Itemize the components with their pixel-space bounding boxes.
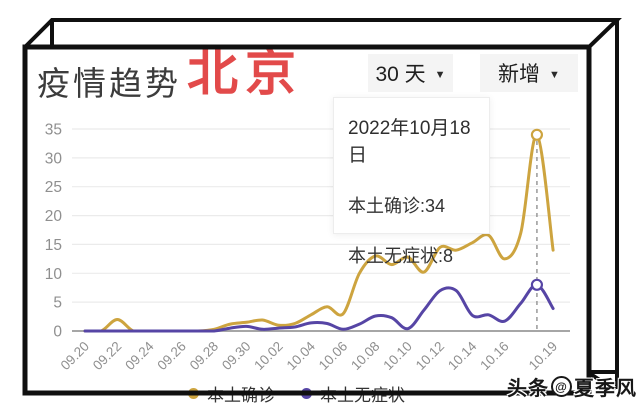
region-label: 北京 — [187, 44, 304, 101]
svg-text:25: 25 — [45, 179, 62, 196]
svg-text:09.26: 09.26 — [154, 339, 189, 374]
svg-text:20: 20 — [45, 208, 63, 225]
svg-text:10.10: 10.10 — [380, 339, 415, 374]
svg-text:30: 30 — [45, 150, 63, 167]
svg-text:10.02: 10.02 — [251, 339, 286, 374]
chart-tooltip: 2022年10月18日 本土确诊:34 本土无症状:8 — [333, 97, 490, 266]
svg-text:09.22: 09.22 — [90, 339, 125, 374]
time-range-value: 30 天 — [375, 63, 426, 86]
svg-text:15: 15 — [45, 237, 62, 254]
watermark: 头条 @ 夏季风 — [507, 376, 637, 400]
tooltip-confirmed: 本土确诊:34 — [348, 196, 446, 216]
chart-legend: 本土确诊 本土无症状 — [188, 381, 405, 406]
svg-text:10.12: 10.12 — [413, 339, 448, 374]
svg-text:5: 5 — [53, 295, 62, 312]
legend-item-confirmed[interactable]: 本土确诊 — [188, 381, 275, 406]
svg-text:0: 0 — [53, 324, 62, 341]
metric-value: 新增 — [498, 63, 541, 86]
svg-text:10.14: 10.14 — [445, 338, 480, 373]
page-title: 疫情趋势 — [37, 65, 181, 102]
svg-text:10.19: 10.19 — [526, 339, 561, 374]
chevron-down-icon: ▼ — [549, 68, 560, 81]
svg-text:10.16: 10.16 — [477, 339, 512, 374]
svg-text:10: 10 — [45, 266, 63, 283]
svg-text:10.04: 10.04 — [284, 338, 319, 373]
time-range-dropdown[interactable]: 30 天 ▼ — [368, 54, 453, 92]
tooltip-asymptomatic: 本土无症状:8 — [348, 246, 454, 266]
legend-item-asymptomatic[interactable]: 本土无症状 — [301, 381, 405, 406]
chevron-down-icon: ▼ — [434, 68, 446, 81]
svg-text:10.06: 10.06 — [316, 339, 351, 374]
svg-text:09.24: 09.24 — [122, 338, 157, 373]
svg-text:35: 35 — [45, 122, 62, 139]
svg-text:09.20: 09.20 — [58, 339, 93, 374]
asymptomatic-dot-icon — [301, 388, 312, 399]
metric-dropdown[interactable]: 新增 ▼ — [480, 54, 578, 92]
tooltip-date: 2022年10月18日 — [348, 118, 471, 166]
svg-text:09.30: 09.30 — [219, 339, 254, 374]
confirmed-dot-icon — [188, 388, 199, 399]
svg-text:09.28: 09.28 — [187, 339, 222, 374]
at-icon: @ — [551, 376, 572, 397]
svg-text:10.08: 10.08 — [348, 339, 383, 374]
